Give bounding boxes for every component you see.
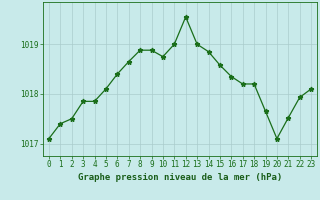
- X-axis label: Graphe pression niveau de la mer (hPa): Graphe pression niveau de la mer (hPa): [78, 173, 282, 182]
